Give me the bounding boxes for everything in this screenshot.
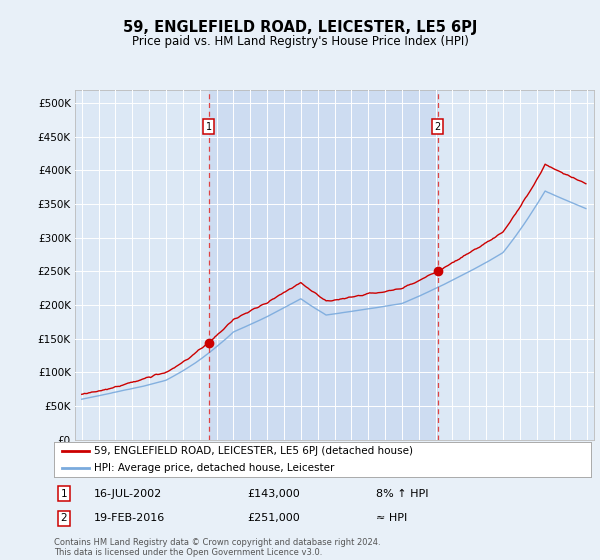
Text: 59, ENGLEFIELD ROAD, LEICESTER, LE5 6PJ (detached house): 59, ENGLEFIELD ROAD, LEICESTER, LE5 6PJ … <box>94 446 413 456</box>
Text: Price paid vs. HM Land Registry's House Price Index (HPI): Price paid vs. HM Land Registry's House … <box>131 35 469 48</box>
Text: 59, ENGLEFIELD ROAD, LEICESTER, LE5 6PJ: 59, ENGLEFIELD ROAD, LEICESTER, LE5 6PJ <box>123 20 477 35</box>
Text: 1: 1 <box>206 122 212 132</box>
Text: 8% ↑ HPI: 8% ↑ HPI <box>376 489 428 499</box>
Text: 2: 2 <box>434 122 441 132</box>
Text: £143,000: £143,000 <box>247 489 300 499</box>
Text: Contains HM Land Registry data © Crown copyright and database right 2024.
This d: Contains HM Land Registry data © Crown c… <box>54 538 380 557</box>
Text: £251,000: £251,000 <box>247 514 300 524</box>
Bar <box>209 90 438 440</box>
Text: 2: 2 <box>61 514 67 524</box>
Text: ≈ HPI: ≈ HPI <box>376 514 407 524</box>
Text: 16-JUL-2002: 16-JUL-2002 <box>94 489 163 499</box>
Text: HPI: Average price, detached house, Leicester: HPI: Average price, detached house, Leic… <box>94 464 335 473</box>
Text: 19-FEB-2016: 19-FEB-2016 <box>94 514 166 524</box>
Text: 1: 1 <box>61 489 67 499</box>
